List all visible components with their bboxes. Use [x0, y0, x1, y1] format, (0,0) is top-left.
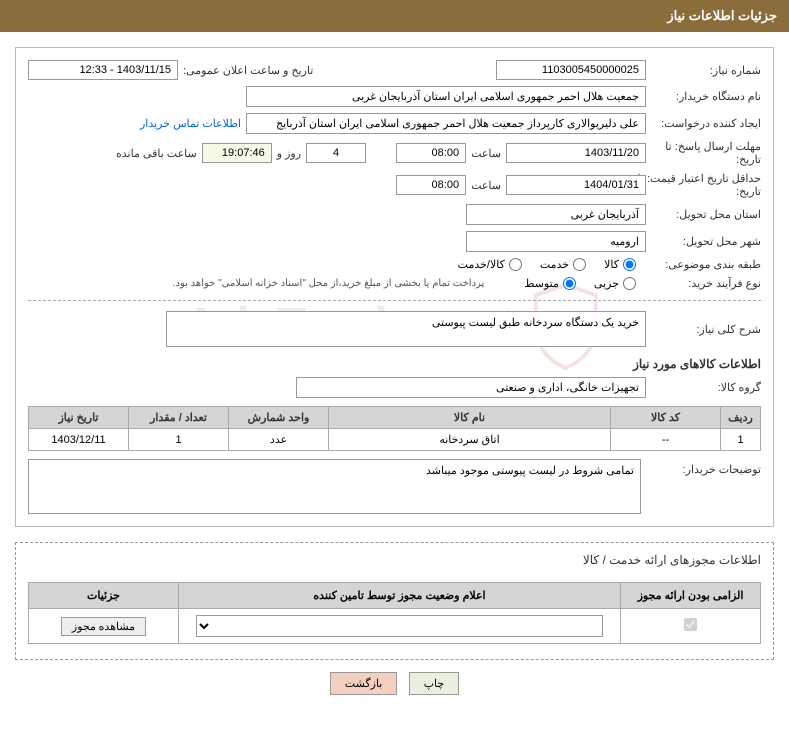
remaining-label: ساعت باقی مانده [116, 147, 197, 160]
print-button[interactable]: چاپ [409, 672, 460, 695]
col-name: نام کالا [329, 407, 611, 429]
city-label: شهر محل تحویل: [651, 235, 761, 248]
radio-minor-input[interactable] [623, 277, 636, 290]
radio-service-input[interactable] [573, 258, 586, 271]
remaining-days: 4 [306, 143, 366, 163]
header-bar: جزئیات اطلاعات نیاز [0, 0, 789, 32]
buyer-notes-value: تمامی شروط در لیست پیوستی موجود میباشد [28, 459, 641, 514]
license-table: الزامی بودن ارائه مجوز اعلام وضعیت مجوز … [28, 582, 761, 644]
min-validity-label: حداقل تاریخ اعتبار قیمت: تا تاریخ: [631, 172, 761, 198]
cell-name: اتاق سردخانه [329, 429, 611, 451]
days-and-label: روز و [277, 147, 301, 160]
cell-row: 1 [721, 429, 761, 451]
cell-code: -- [611, 429, 721, 451]
cell-qty: 1 [129, 429, 229, 451]
radio-both[interactable]: کالا/خدمت [458, 258, 522, 271]
process-radio-group: جزیی متوسط [524, 277, 636, 290]
category-radio-group: کالا خدمت کالا/خدمت [458, 258, 636, 271]
status-select[interactable] [196, 615, 604, 637]
col-code: کد کالا [611, 407, 721, 429]
lic-detail-cell: مشاهده مجوز [29, 609, 179, 644]
radio-service[interactable]: خدمت [540, 258, 586, 271]
header-title: جزئیات اطلاعات نیاز [667, 8, 777, 23]
lic-col-detail: جزئیات [29, 583, 179, 609]
lic-status-cell [179, 609, 621, 644]
province-label: استان محل تحویل: [651, 208, 761, 221]
payment-note: پرداخت تمام یا بخشی از مبلغ خرید،از محل … [173, 278, 485, 289]
group-value: تجهیزات خانگی، اداری و صنعتی [296, 377, 646, 398]
buyer-notes-label: توضیحات خریدار: [651, 459, 761, 476]
buyer-org-label: نام دستگاه خریدار: [651, 90, 761, 103]
action-buttons: چاپ بازگشت [0, 672, 789, 695]
col-qty: تعداد / مقدار [129, 407, 229, 429]
license-panel-title: اطلاعات مجوزهای ارائه خدمت / کالا [28, 553, 761, 567]
min-validity-time: 08:00 [396, 175, 466, 195]
need-number-value: 1103005450000025 [496, 60, 646, 80]
category-label: طبقه بندی موضوعی: [651, 258, 761, 271]
table-row: 1 -- اتاق سردخانه عدد 1 1403/12/11 [29, 429, 761, 451]
radio-goods[interactable]: کالا [604, 258, 636, 271]
requester-value: علی دلیریوالاری کارپرداز جمعیت هلال احمر… [246, 113, 646, 134]
city-value: ارومیه [466, 231, 646, 252]
requester-label: ایجاد کننده درخواست: [651, 117, 761, 130]
deadline-date: 1403/11/20 [506, 143, 646, 163]
radio-medium-input[interactable] [563, 277, 576, 290]
deadline-label: مهلت ارسال پاسخ: تا تاریخ: [651, 140, 761, 166]
contact-link[interactable]: اطلاعات تماس خریدار [140, 117, 241, 130]
min-validity-date: 1404/01/31 [506, 175, 646, 195]
time-label-1: ساعت [471, 147, 501, 160]
main-panel: شماره نیاز: 1103005450000025 تاریخ و ساع… [15, 47, 774, 527]
mandatory-checkbox [684, 618, 697, 631]
goods-section-title: اطلاعات کالاهای مورد نیاز [28, 357, 761, 371]
announce-value: 1403/11/15 - 12:33 [28, 60, 178, 80]
cell-unit: عدد [229, 429, 329, 451]
col-date: تاریخ نیاز [29, 407, 129, 429]
deadline-time: 08:00 [396, 143, 466, 163]
province-value: آذربایجان غربی [466, 204, 646, 225]
lic-col-mandatory: الزامی بودن ارائه مجوز [621, 583, 761, 609]
group-label: گروه کالا: [651, 381, 761, 394]
announce-label: تاریخ و ساعت اعلان عمومی: [183, 64, 313, 77]
process-label: نوع فرآیند خرید: [651, 277, 761, 290]
buyer-org-value: جمعیت هلال احمر جمهوری اسلامی ایران استا… [246, 86, 646, 107]
license-panel: اطلاعات مجوزهای ارائه خدمت / کالا الزامی… [15, 542, 774, 660]
radio-both-input[interactable] [509, 258, 522, 271]
desc-label: شرح کلی نیاز: [651, 323, 761, 336]
time-label-2: ساعت [471, 179, 501, 192]
col-unit: واحد شمارش [229, 407, 329, 429]
desc-value: خرید یک دستگاه سردخانه طبق لیست پیوستی [166, 311, 646, 347]
remaining-time: 19:07:46 [202, 143, 272, 163]
back-button[interactable]: بازگشت [330, 672, 398, 695]
goods-table: ردیف کد کالا نام کالا واحد شمارش تعداد /… [28, 406, 761, 451]
radio-goods-input[interactable] [623, 258, 636, 271]
lic-mandatory-cell [621, 609, 761, 644]
col-row: ردیف [721, 407, 761, 429]
license-row: مشاهده مجوز [29, 609, 761, 644]
lic-col-status: اعلام وضعیت مجوز توسط تامین کننده [179, 583, 621, 609]
cell-date: 1403/12/11 [29, 429, 129, 451]
view-license-button[interactable]: مشاهده مجوز [61, 617, 146, 636]
radio-medium[interactable]: متوسط [524, 277, 576, 290]
need-number-label: شماره نیاز: [651, 64, 761, 77]
radio-minor[interactable]: جزیی [594, 277, 636, 290]
